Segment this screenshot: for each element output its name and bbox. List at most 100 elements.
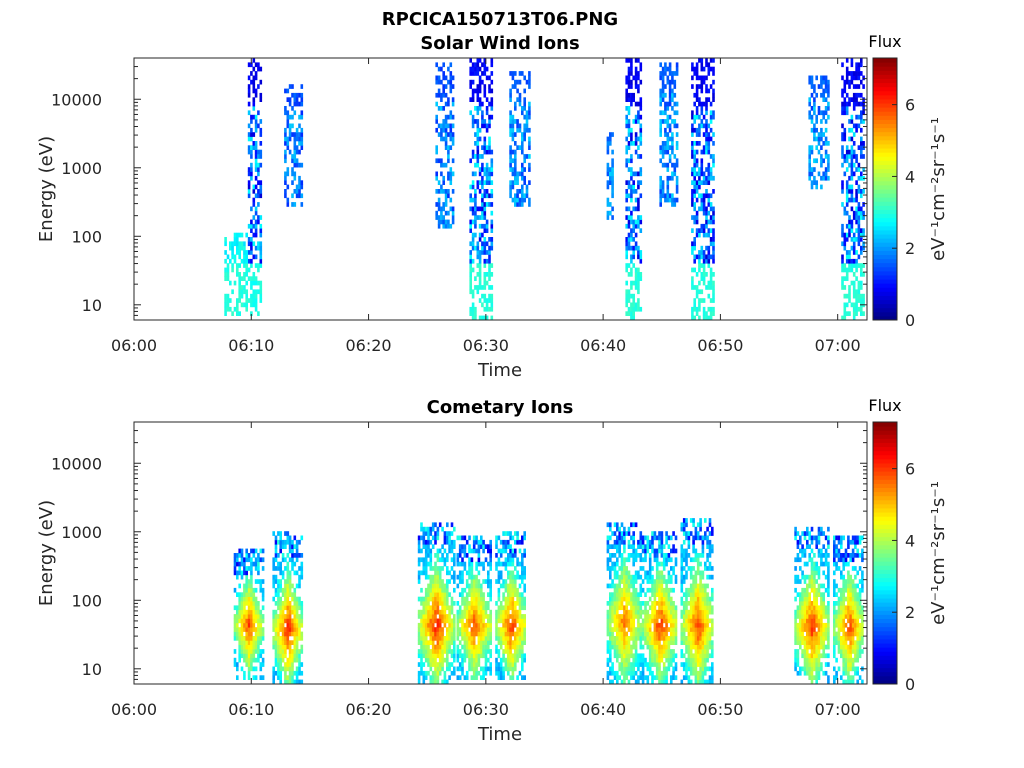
heatmap-cell (634, 285, 638, 290)
heatmap-cell (860, 245, 863, 251)
heatmap-cell (288, 574, 292, 580)
heatmap-cell (504, 566, 508, 571)
heatmap-cell (250, 298, 253, 303)
heatmap-cell (670, 657, 673, 663)
heatmap-cell (845, 75, 849, 81)
heatmap-cell (233, 237, 237, 242)
heatmap-cell (238, 298, 241, 303)
heatmap-cell (514, 566, 517, 571)
heatmap-cell (475, 631, 478, 637)
heatmap-cell (434, 605, 437, 611)
heatmap-cell (682, 609, 686, 615)
heatmap-cell (651, 675, 654, 680)
heatmap-cell (637, 206, 640, 212)
heatmap-cell (852, 311, 856, 316)
heatmap-cell (691, 141, 694, 146)
heatmap-cell (712, 215, 715, 220)
heatmap-cell (693, 101, 696, 107)
heatmap-cell (609, 180, 612, 185)
heatmap-cell (618, 631, 621, 637)
heatmap-cell (616, 601, 619, 606)
heatmap-cell (609, 627, 612, 632)
heatmap-cell (259, 258, 263, 264)
heatmap-cell (497, 570, 501, 576)
heatmap-cell (478, 315, 482, 321)
heatmap-cell (682, 522, 686, 528)
heatmap-cell (698, 167, 701, 172)
heatmap-cell (478, 79, 482, 85)
heatmap-cell (698, 75, 701, 81)
heatmap-cell (502, 631, 505, 637)
heatmap-cell (295, 97, 299, 102)
heatmap-cell (252, 298, 256, 303)
heatmap-cell (862, 84, 865, 89)
heatmap-cell (463, 653, 467, 659)
heatmap-cell (449, 132, 453, 137)
heatmap-cell (660, 601, 664, 606)
heatmap-cell (648, 544, 652, 549)
heatmap-cell (625, 587, 628, 593)
heatmap-cell (625, 614, 628, 619)
heatmap-cell (689, 649, 693, 654)
heatmap-cell (497, 640, 501, 645)
heatmap-cell (474, 88, 477, 94)
heatmap-cell (495, 670, 498, 676)
heatmap-cell (293, 132, 297, 137)
heatmap-cell (429, 649, 433, 654)
heatmap-cell (236, 250, 239, 255)
heatmap-cell (470, 640, 474, 645)
heatmap-cell (470, 601, 474, 606)
heatmap-cell (422, 535, 426, 541)
heatmap-cell (525, 193, 529, 199)
heatmap-cell (666, 162, 670, 168)
heatmap-cell (523, 587, 526, 593)
heatmap-cell (514, 636, 517, 641)
heatmap-cell (231, 267, 234, 273)
heatmap-cell (511, 570, 515, 576)
heatmap-cell (443, 675, 447, 680)
heatmap-cell (431, 566, 435, 571)
heatmap-cell (238, 245, 241, 251)
heatmap-cell (651, 657, 654, 663)
heatmap-cell (436, 627, 440, 632)
heatmap-cell (674, 579, 678, 584)
heatmap-cell (813, 106, 816, 111)
heatmap-cell (841, 123, 844, 129)
heatmap-cell (639, 171, 643, 177)
heatmap-cell (514, 180, 517, 185)
heatmap-cell (528, 79, 531, 85)
heatmap-cell (509, 644, 512, 650)
heatmap-cell (238, 548, 241, 554)
heatmap-cell (424, 627, 428, 632)
heatmap-cell (434, 531, 437, 536)
heatmap-cell (298, 649, 301, 654)
heatmap-cell (470, 592, 474, 597)
heatmap-cell (236, 592, 239, 597)
heatmap-cell (613, 574, 617, 580)
heatmap-cell (709, 154, 713, 159)
heatmap-cell (658, 592, 661, 597)
heatmap-cell (820, 119, 823, 124)
heatmap-cell (634, 522, 638, 528)
y-tick-label: 100 (71, 227, 102, 246)
heatmap-cell (632, 627, 635, 632)
heatmap-cell (848, 219, 851, 225)
heatmap-cell (850, 245, 854, 251)
heatmap-cell (609, 592, 612, 597)
heatmap-cell (247, 276, 251, 281)
heatmap-cell (226, 293, 230, 299)
heatmap-cell (695, 285, 699, 290)
heatmap-cell (658, 574, 661, 580)
heatmap-cell (243, 596, 246, 602)
heatmap-cell (281, 644, 285, 650)
heatmap-cell (518, 189, 522, 194)
colorbar-segment (873, 262, 897, 268)
heatmap-cell (824, 149, 828, 155)
heatmap-cell (850, 189, 854, 194)
heatmap-cell (658, 601, 661, 606)
heatmap-cell (664, 66, 667, 72)
heatmap-cell (810, 171, 814, 177)
heatmap-cell (487, 579, 490, 584)
heatmap-cell (484, 644, 488, 650)
heatmap-cell (422, 640, 426, 645)
